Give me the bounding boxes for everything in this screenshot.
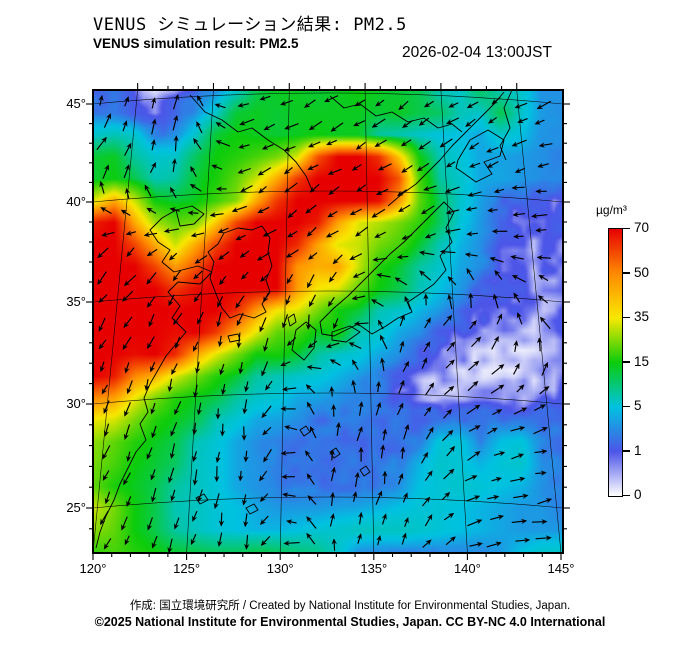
lat-tick-label: 40°: [66, 194, 86, 209]
lat-tick-label: 25°: [66, 500, 86, 515]
colorbar-tick: [623, 405, 630, 407]
colorbar-tick: [623, 272, 630, 274]
colorbar-tick: [623, 450, 630, 452]
colorbar-tick: [623, 494, 630, 496]
lon-tick-label: 130°: [266, 561, 294, 576]
forecast-timestamp: 2026-02-04 13:00JST: [402, 44, 552, 61]
colorbar-tick-label: 50: [634, 264, 650, 280]
copyright-license-line: ©2025 National Institute for Environment…: [94, 615, 606, 629]
lon-tick-label: 140°: [453, 561, 481, 576]
lon-tick-label: 120°: [79, 561, 107, 576]
page-title-english: VENUS simulation result: PM2.5: [93, 36, 299, 51]
colorbar-tick-label: 70: [634, 220, 650, 235]
colorbar-unit-label: µg/m³: [596, 203, 627, 217]
colorbar-tick: [623, 361, 630, 363]
lat-tick-label: 35°: [66, 294, 86, 309]
lon-tick-label: 125°: [173, 561, 201, 576]
colorbar-tick-label: 5: [634, 398, 642, 413]
lon-tick-label: 135°: [360, 561, 388, 576]
colorbar-tick-label: 0: [634, 487, 642, 502]
colorbar-tick-label: 1: [634, 442, 642, 458]
lat-tick-label: 45°: [66, 96, 86, 111]
colorbar: [608, 228, 623, 497]
colorbar-tick: [623, 316, 630, 318]
lat-tick-label: 30°: [66, 396, 86, 411]
colorbar-tick: [623, 227, 630, 229]
attribution-line: 作成: 国立環境研究所 / Created by National Instit…: [129, 600, 571, 612]
lon-tick-label: 145°: [547, 561, 575, 576]
page-title-japanese: VENUS シミュレーション結果: PM2.5: [93, 15, 407, 35]
colorbar-tick-label: 15: [634, 353, 650, 369]
colorbar-tick-label: 35: [634, 309, 650, 324]
